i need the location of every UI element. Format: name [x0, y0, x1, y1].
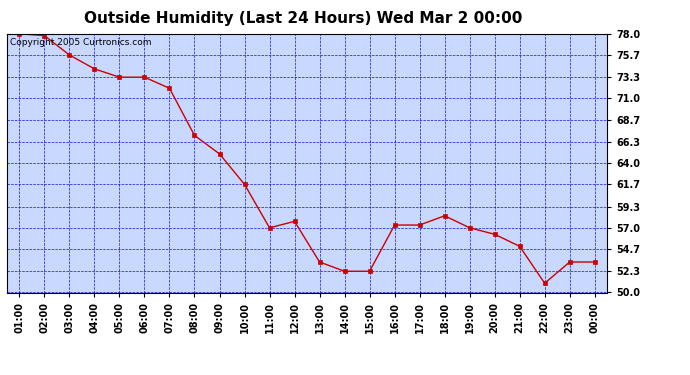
Text: Outside Humidity (Last 24 Hours) Wed Mar 2 00:00: Outside Humidity (Last 24 Hours) Wed Mar… — [84, 11, 523, 26]
Text: Copyright 2005 Curtronics.com: Copyright 2005 Curtronics.com — [10, 38, 151, 46]
